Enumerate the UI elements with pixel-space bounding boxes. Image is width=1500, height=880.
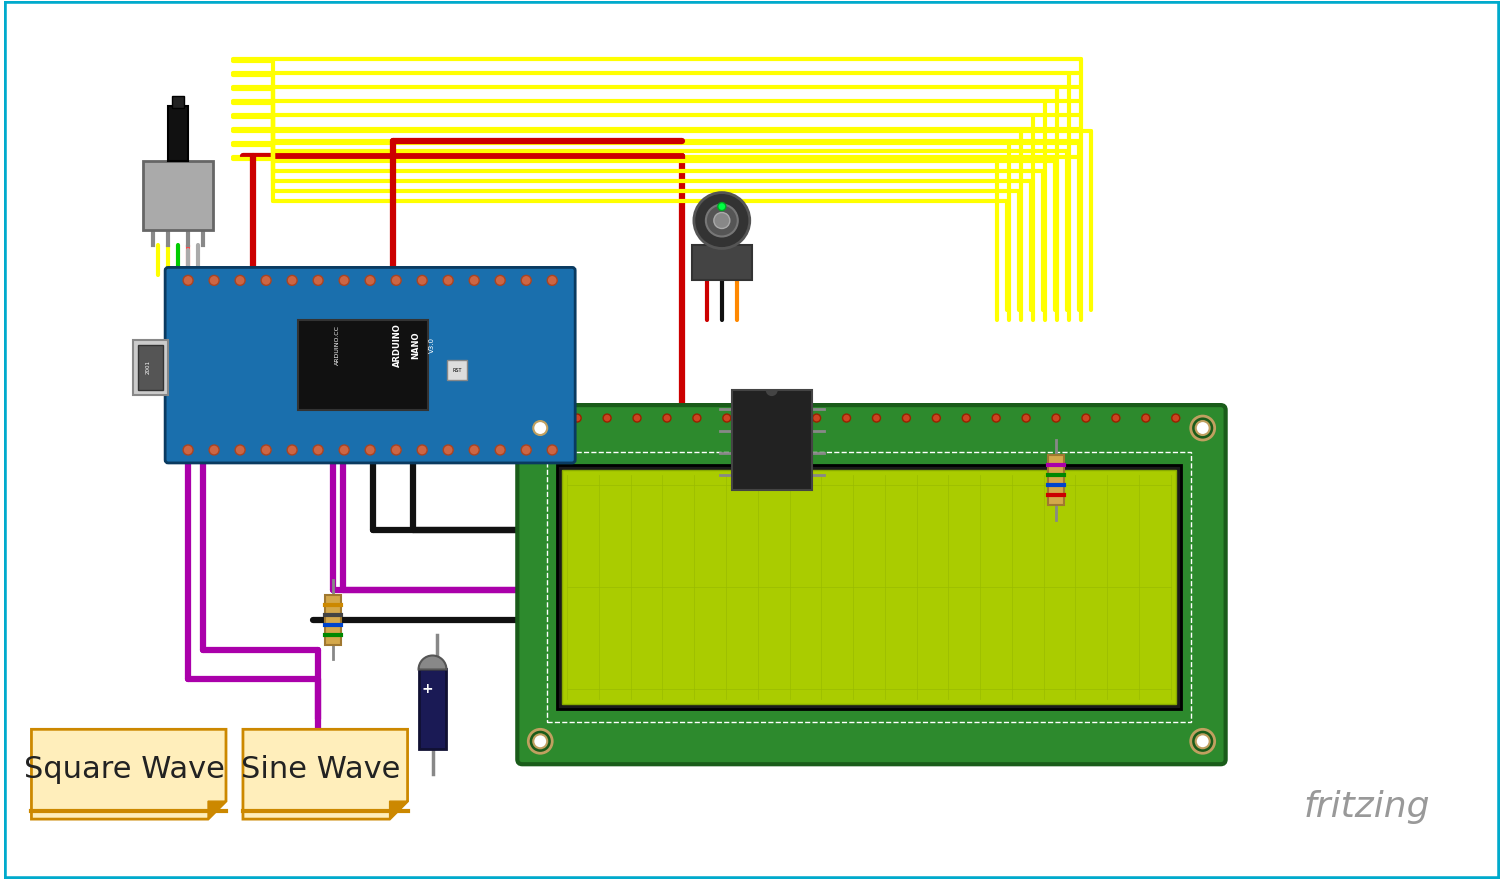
Circle shape [663, 414, 670, 422]
Circle shape [442, 275, 453, 285]
Polygon shape [390, 801, 408, 819]
Circle shape [1052, 414, 1060, 422]
Circle shape [548, 275, 556, 285]
Bar [326, 595, 340, 644]
Circle shape [534, 734, 548, 748]
Bar [142, 161, 213, 231]
Circle shape [339, 275, 350, 285]
Circle shape [470, 445, 478, 455]
Circle shape [392, 275, 400, 285]
Circle shape [261, 445, 272, 455]
Bar [138, 345, 164, 390]
Bar [692, 246, 752, 281]
Circle shape [392, 445, 400, 455]
Circle shape [1196, 421, 1209, 435]
Circle shape [442, 445, 453, 455]
Wedge shape [765, 390, 777, 396]
Bar [134, 341, 168, 395]
Bar [447, 360, 468, 380]
Circle shape [314, 275, 322, 285]
Circle shape [633, 414, 640, 422]
Text: Square Wave: Square Wave [24, 755, 225, 784]
Bar [562, 470, 1176, 704]
Bar [548, 452, 1191, 722]
Circle shape [1142, 414, 1150, 422]
Circle shape [495, 445, 506, 455]
Circle shape [1172, 414, 1180, 422]
Circle shape [718, 202, 726, 210]
Text: ARDUINO.CC: ARDUINO.CC [334, 326, 340, 365]
Circle shape [286, 275, 297, 285]
Circle shape [714, 213, 730, 229]
Circle shape [694, 193, 750, 248]
Circle shape [528, 416, 552, 440]
Wedge shape [419, 656, 447, 670]
Circle shape [548, 445, 556, 455]
Bar [168, 106, 188, 161]
Bar [419, 670, 447, 749]
Circle shape [992, 414, 1000, 422]
Circle shape [236, 275, 244, 285]
Circle shape [573, 414, 580, 422]
Circle shape [209, 445, 219, 455]
Circle shape [1112, 414, 1120, 422]
Circle shape [933, 414, 940, 422]
Circle shape [543, 414, 550, 422]
Circle shape [417, 445, 428, 455]
Circle shape [520, 445, 531, 455]
Circle shape [1191, 416, 1215, 440]
Circle shape [753, 414, 760, 422]
Polygon shape [32, 730, 226, 819]
Bar [556, 465, 1180, 709]
Bar [1048, 455, 1064, 505]
Circle shape [528, 730, 552, 753]
Circle shape [1022, 414, 1031, 422]
Circle shape [364, 445, 375, 455]
Circle shape [209, 275, 219, 285]
Circle shape [706, 204, 738, 237]
Bar [172, 96, 184, 107]
Circle shape [364, 275, 375, 285]
Circle shape [693, 414, 700, 422]
Text: +: + [422, 682, 434, 696]
Bar [732, 390, 812, 490]
Circle shape [261, 275, 272, 285]
Circle shape [603, 414, 610, 422]
Text: Sine Wave: Sine Wave [242, 755, 400, 784]
Circle shape [183, 445, 194, 455]
Polygon shape [243, 730, 408, 819]
Circle shape [534, 421, 548, 435]
Circle shape [495, 275, 506, 285]
Circle shape [963, 414, 970, 422]
Circle shape [417, 275, 428, 285]
Circle shape [873, 414, 880, 422]
Circle shape [314, 445, 322, 455]
Circle shape [903, 414, 910, 422]
Circle shape [1196, 734, 1209, 748]
Text: fritzing: fritzing [1304, 790, 1430, 824]
Text: V3.0: V3.0 [429, 337, 435, 353]
FancyBboxPatch shape [518, 405, 1226, 764]
Text: 2001: 2001 [146, 360, 150, 374]
Circle shape [1082, 414, 1090, 422]
FancyBboxPatch shape [165, 268, 574, 463]
Text: ARDUINO: ARDUINO [393, 323, 402, 367]
Circle shape [339, 445, 350, 455]
Polygon shape [209, 801, 226, 819]
Circle shape [286, 445, 297, 455]
Circle shape [183, 275, 194, 285]
Circle shape [236, 445, 244, 455]
Circle shape [520, 275, 531, 285]
Circle shape [470, 275, 478, 285]
Circle shape [843, 414, 850, 422]
Circle shape [813, 414, 820, 422]
Text: NANO: NANO [411, 332, 420, 359]
Text: RST: RST [453, 368, 462, 372]
Circle shape [1191, 730, 1215, 753]
Circle shape [783, 414, 790, 422]
Bar [298, 320, 427, 410]
Circle shape [723, 414, 730, 422]
